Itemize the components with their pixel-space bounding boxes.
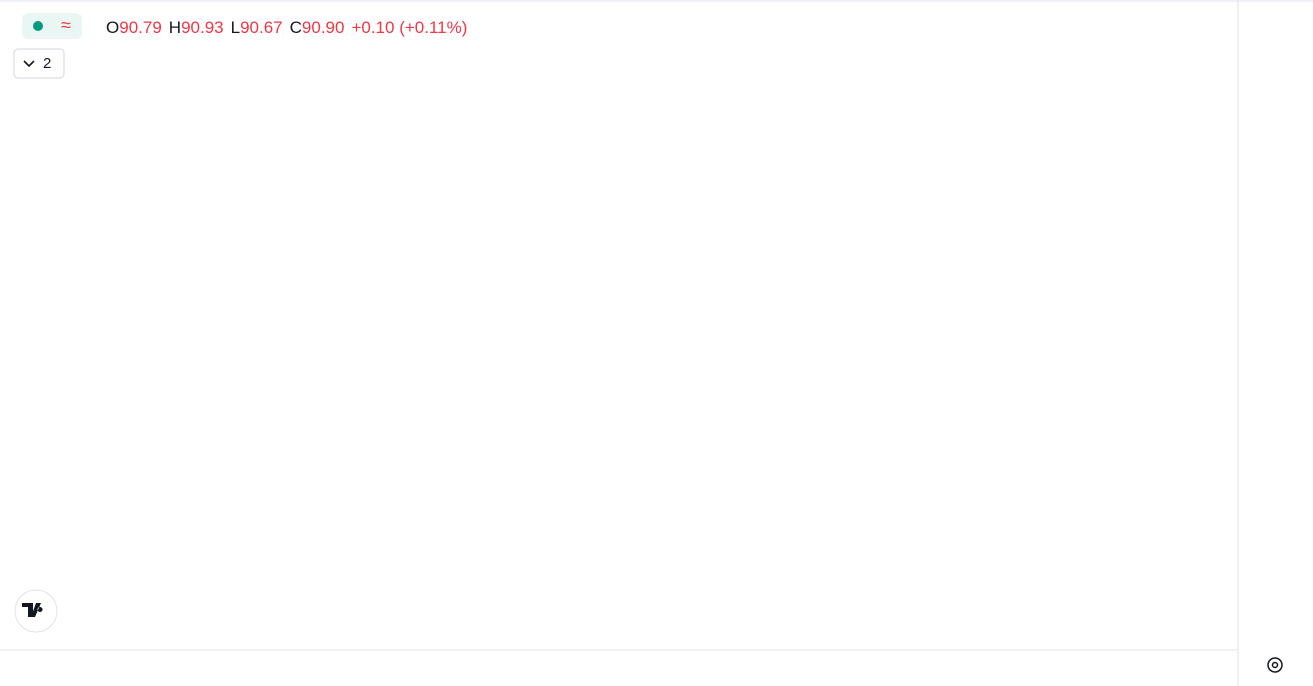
ohlc-key: H xyxy=(169,18,181,37)
interval-button[interactable] xyxy=(13,48,65,79)
chevron-icon xyxy=(23,60,35,68)
logo-mark xyxy=(22,603,43,617)
ohlc-value: 90.67 xyxy=(240,18,283,37)
logo xyxy=(14,589,58,633)
ohlc-value: 90.93 xyxy=(181,18,224,37)
ohlc-key: L xyxy=(231,18,240,37)
ohlc-key: O xyxy=(106,18,119,37)
ohlc-value: 90.90 xyxy=(302,18,345,37)
status-pill[interactable] xyxy=(22,13,82,39)
ohlc-value: 90.79 xyxy=(119,18,162,37)
header: ≈ 2 O90.79 H90.93 L90.67 C90.90 +0.10 (+0.11… xyxy=(13,13,467,79)
gear-hub xyxy=(1271,661,1279,669)
gear-ring xyxy=(1267,657,1283,673)
change-value: +0.10 (+0.11%) xyxy=(351,18,467,37)
ohlc-legend: O90.79 H90.93 L90.67 C90.90 +0.10 (+0.11%) xyxy=(106,18,467,37)
status-dot xyxy=(33,21,43,31)
interval-label: 2 xyxy=(43,55,51,72)
settings-icon[interactable] xyxy=(1267,657,1283,673)
status-icon: ≈ xyxy=(61,15,71,35)
ohlc-key: C xyxy=(290,18,302,37)
